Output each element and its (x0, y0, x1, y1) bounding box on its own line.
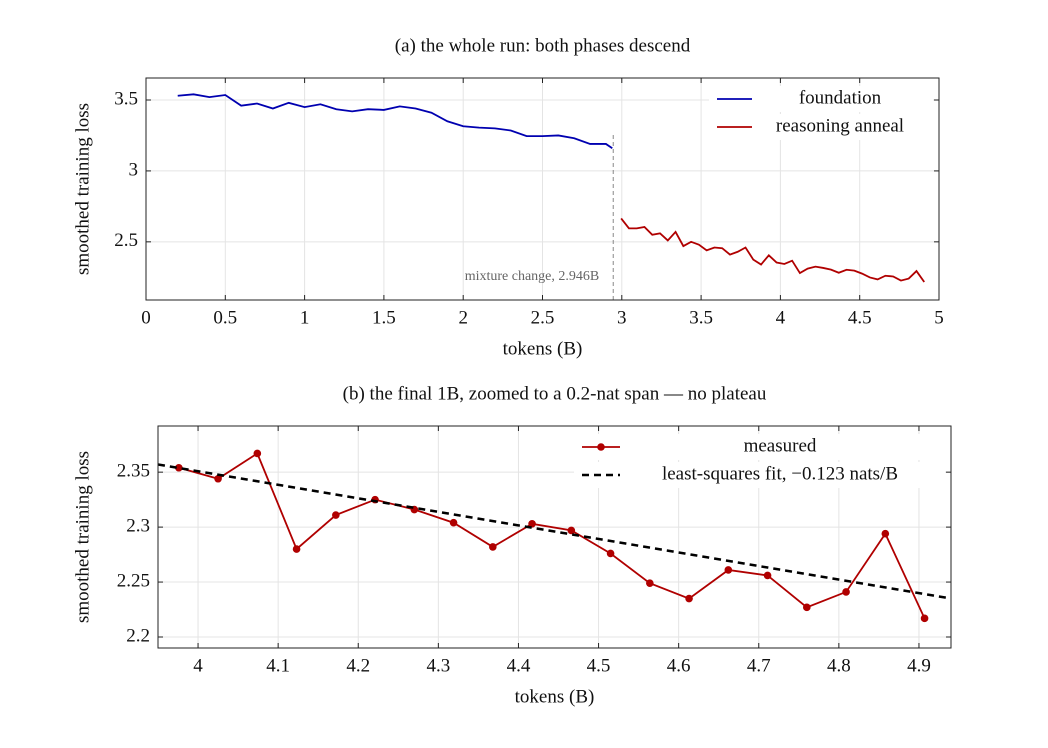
marker (803, 603, 811, 612)
series-line (178, 452, 926, 619)
axes-frame (157, 425, 952, 649)
marker (292, 545, 301, 553)
legend-marker (597, 443, 605, 451)
x-tick-label: 1.5 (372, 307, 396, 328)
x-axis-label: tokens (B) (503, 338, 583, 359)
marker (214, 474, 222, 483)
y-tick-label: 3.5 (114, 88, 138, 109)
y-axis-label: smoothed training loss (72, 103, 93, 275)
legend-bg (574, 462, 945, 488)
marker (763, 571, 772, 580)
legend-label: least-squares fit, −0.123 nats/B (662, 463, 898, 484)
x-tick-label: 3.5 (689, 307, 713, 328)
legend-bg (574, 434, 945, 460)
marker (528, 520, 536, 528)
x-tick-label: 4.3 (426, 655, 450, 676)
y-axis-label: smoothed training loss (72, 451, 93, 623)
marker (175, 463, 183, 472)
marker (567, 526, 576, 535)
marker (881, 529, 890, 538)
marker (685, 594, 693, 603)
x-tick-label: 0 (141, 307, 151, 328)
x-tick-label: 4.5 (848, 307, 872, 328)
x-tick-label: 4.7 (747, 655, 771, 676)
x-axis-label: tokens (B) (515, 686, 595, 707)
legend-label: measured (744, 435, 817, 456)
y-tick-label: 2.5 (114, 230, 138, 251)
x-tick-label: 4.6 (667, 655, 691, 676)
x-tick-label: 4 (776, 307, 786, 328)
chart-title: (a) the whole run: both phases descend (395, 35, 691, 56)
fit-line (158, 463, 951, 600)
x-tick-label: 4.5 (587, 655, 611, 676)
x-tick-label: 4.4 (507, 655, 531, 676)
y-tick-label: 3 (129, 159, 139, 180)
marker (606, 549, 615, 558)
legend-label: reasoning anneal (776, 115, 904, 136)
plot-area (158, 449, 951, 623)
y-tick-label: 2.35 (117, 461, 150, 482)
x-tick-label: 2 (458, 307, 468, 328)
x-tick-label: 0.5 (213, 307, 237, 328)
marker (253, 449, 262, 458)
x-tick-label: 3 (617, 307, 627, 328)
x-tick-label: 2.5 (531, 307, 555, 328)
chart: (a) the whole run: both phases descend to… (72, 35, 943, 359)
series-line (620, 217, 925, 283)
series-line (177, 93, 613, 149)
legend-label: foundation (799, 87, 882, 108)
marker (724, 566, 733, 574)
marker (920, 614, 929, 623)
plot-area (177, 93, 925, 300)
x-tick-label: 4.9 (907, 655, 931, 676)
axes-frame (145, 77, 940, 301)
x-tick-label: 1 (300, 307, 310, 328)
marker (449, 518, 458, 527)
x-tick-label: 4.2 (346, 655, 370, 676)
y-tick-label: 2.3 (126, 515, 150, 536)
x-tick-label: 5 (934, 307, 944, 328)
y-tick-label: 2.2 (126, 625, 150, 646)
chart-title: (b) the final 1B, zoomed to a 0.2-nat sp… (343, 383, 767, 404)
marker (842, 588, 850, 596)
marker (646, 579, 654, 587)
x-tick-label: 4 (193, 655, 203, 676)
marker (489, 543, 497, 551)
annotation: mixture change, 2.946B (465, 269, 600, 284)
x-tick-label: 4.1 (266, 655, 290, 676)
chart: (b) the final 1B, zoomed to a 0.2-nat sp… (72, 383, 952, 707)
y-tick-label: 2.25 (117, 570, 150, 591)
x-tick-label: 4.8 (827, 655, 851, 676)
marker (332, 511, 340, 519)
